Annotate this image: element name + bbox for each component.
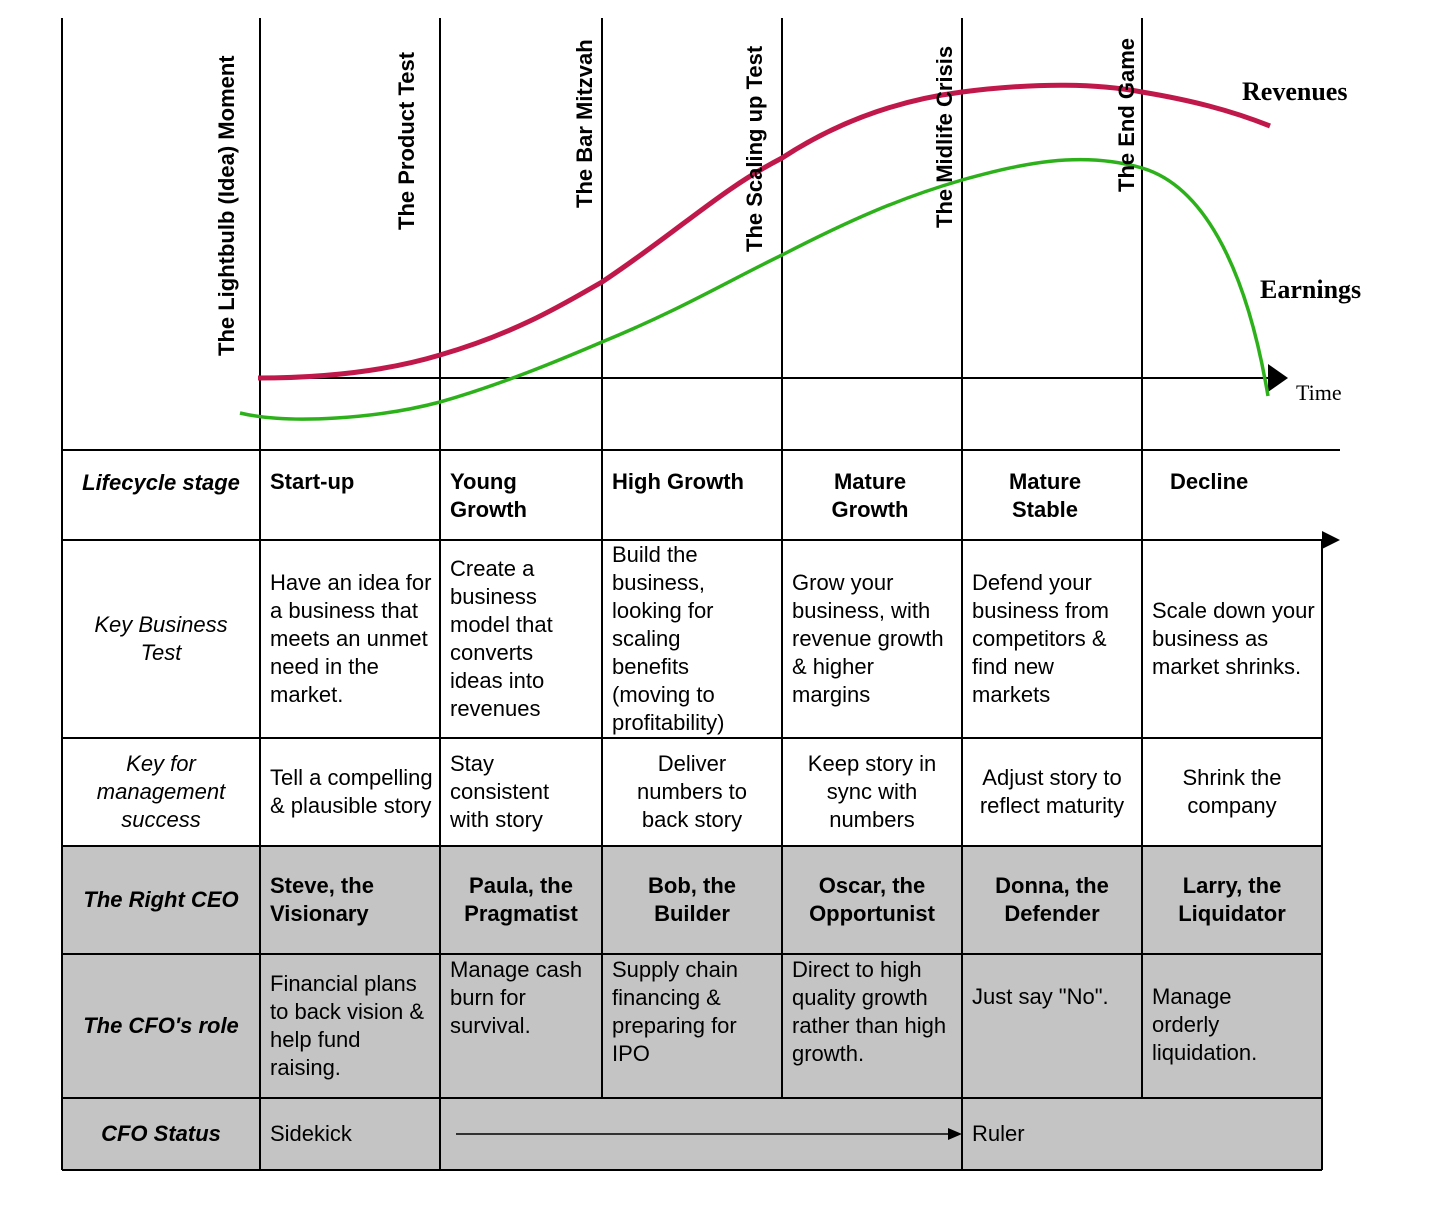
stage-young-growth: Young Growth <box>450 469 527 522</box>
ceo-mature-stable: Donna, the Defender <box>995 873 1109 926</box>
management-key-young-growth: Stay consistent with story <box>450 751 550 832</box>
business-test-startup: Have an idea for a business that meets a… <box>270 570 432 707</box>
milestone-label: The End Game <box>1114 38 1139 192</box>
management-key-mature-stable: Adjust story to reflect maturity <box>979 765 1125 818</box>
earnings-label: Earnings <box>1260 275 1361 304</box>
ceo-high-growth: Bob, the Builder <box>648 873 736 926</box>
row-label-cfo-role: The CFO's role <box>83 1013 239 1038</box>
stage-high-growth: High Growth <box>612 469 744 494</box>
milestone-label: The Bar Mitzvah <box>572 39 597 208</box>
earnings-curve <box>239 157 1270 421</box>
cfo-role-young-growth: Manage cash burn for survival. <box>450 957 583 1038</box>
row-label-key-business-test: Key Business Test <box>94 612 228 665</box>
business-test-mature-growth: Grow your business, with revenue growth … <box>792 570 944 707</box>
stage-startup: Start-up <box>270 469 355 494</box>
milestone-label: The Product Test <box>394 51 419 230</box>
management-key-high-growth: Deliver numbers to back story <box>636 751 748 832</box>
management-key-decline: Shrink the company <box>1182 765 1282 818</box>
cfo-role-decline: Manage orderly liquidation. <box>1152 984 1258 1065</box>
row-label-cfo-status: CFO Status <box>101 1121 221 1146</box>
grid-lines <box>61 18 1340 1171</box>
stage-decline: Decline <box>1170 469 1249 494</box>
milestone-label: The Scaling up Test <box>742 45 767 252</box>
cfo-status-end: Ruler <box>972 1121 1025 1146</box>
milestone-label: The Lightbulb (Idea) Moment <box>214 55 239 356</box>
cfo-role-high-growth: Supply chain financing & preparing for I… <box>612 957 738 1066</box>
row-label-right-ceo: The Right CEO <box>83 887 239 912</box>
time-axis-label: Time <box>1296 380 1342 405</box>
revenues-label: Revenues <box>1242 77 1347 106</box>
stage-mature-stable: Mature Stable <box>1008 469 1082 522</box>
cfo-status-arrow-head <box>948 1128 962 1140</box>
ceo-startup: Steve, the Visionary <box>270 873 374 926</box>
row-label-key-management: Key for management success <box>96 751 226 832</box>
business-test-high-growth: Build the business, looking for scaling … <box>612 542 725 735</box>
cfo-status-start: Sidekick <box>270 1121 352 1146</box>
cfo-role-row-background <box>62 954 1322 1098</box>
stage-arrow-head <box>1322 531 1340 549</box>
business-test-mature-stable: Defend your business from competitors & … <box>972 570 1109 707</box>
business-test-decline: Scale down your business as market shrin… <box>1152 598 1315 679</box>
ceo-young-growth: Paula, the Pragmatist <box>464 873 578 926</box>
cfo-role-mature-stable: Just say "No". <box>972 984 1109 1009</box>
cfo-role-mature-growth: Direct to high quality growth rather tha… <box>792 957 947 1066</box>
cfo-role-startup: Financial plans to back vision & help fu… <box>270 971 425 1080</box>
row-label-lifecycle-stage: Lifecycle stage <box>82 470 240 495</box>
ceo-mature-growth: Oscar, the Opportunist <box>809 873 935 926</box>
ceo-row-background <box>62 846 1322 954</box>
revenues-curve <box>257 82 1271 381</box>
stage-mature-growth: Mature Growth <box>831 469 909 522</box>
management-key-mature-growth: Keep story in sync with numbers <box>807 751 937 832</box>
ceo-decline: Larry, the Liquidator <box>1178 873 1286 926</box>
time-axis-arrow <box>1268 364 1288 392</box>
milestone-label: The Midlife Crisis <box>932 46 957 228</box>
business-test-young-growth: Create a business model that converts id… <box>450 556 553 721</box>
management-key-startup: Tell a compelling & plausible story <box>270 765 433 818</box>
